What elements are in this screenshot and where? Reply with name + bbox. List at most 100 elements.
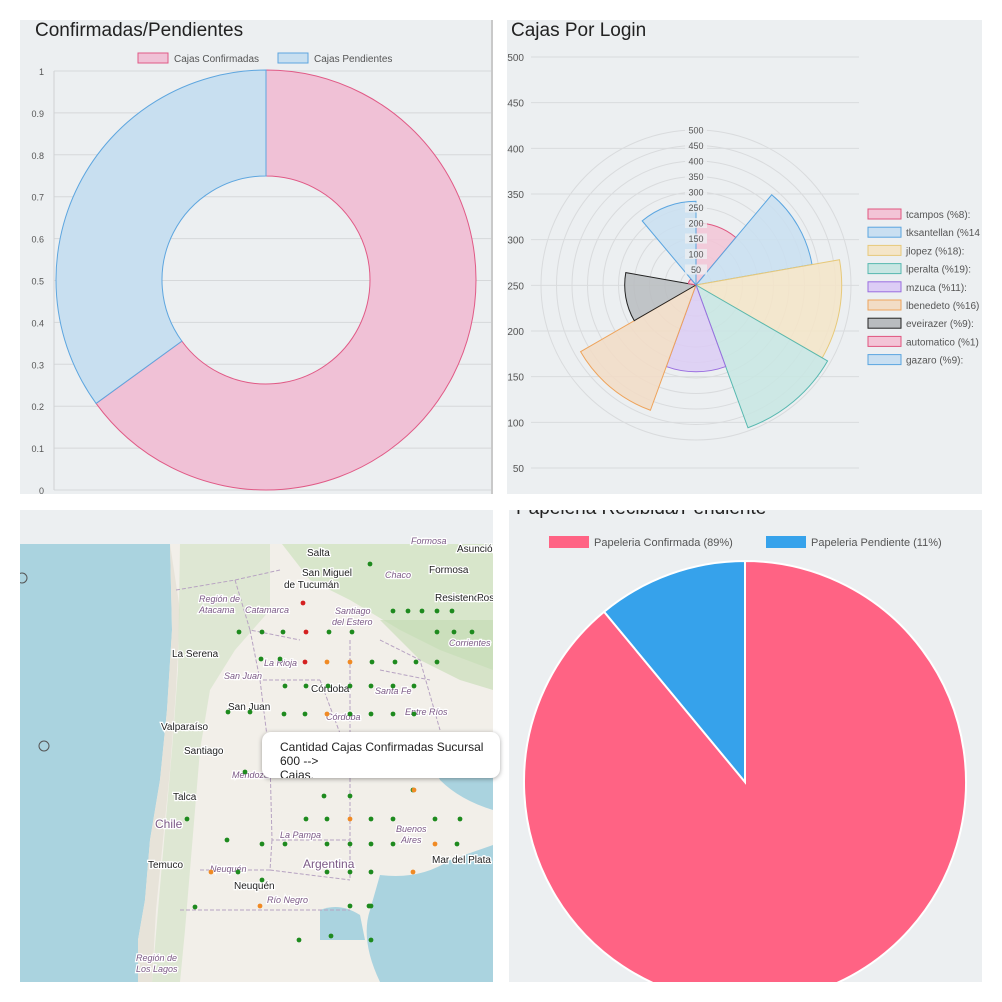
- branch-marker: [347, 683, 353, 689]
- branch-marker: [247, 709, 253, 715]
- doughnut-chart: 0 0.1 0.2 0.3 0.4 0.5 0.6 0.7 0.8 0.9 1 Cajas Confi…: [31, 52, 491, 494]
- branch-marker: [434, 659, 440, 665]
- map-label: Región de: [136, 953, 177, 963]
- map-label: Pos: [477, 593, 493, 604]
- branch-marker: [411, 711, 417, 717]
- polar-tick-backdrop: [685, 140, 707, 151]
- map-label: Resistencia: [435, 593, 487, 604]
- branch-marker: [405, 608, 411, 614]
- branch-marker: [411, 683, 417, 689]
- branch-marker: [324, 841, 330, 847]
- litoral-forest: [380, 620, 493, 690]
- doughnut-y-tick: 0.1: [31, 444, 44, 454]
- polar-r-tick: 150: [688, 234, 703, 244]
- polar-legend-label: gazaro (%9):: [906, 356, 963, 367]
- doughnut-legend-swatch: [137, 52, 169, 64]
- branch-marker: [328, 933, 334, 939]
- polar-tick-backdrop: [685, 264, 707, 275]
- branch-marker: [302, 659, 308, 665]
- branch-marker: [368, 937, 374, 943]
- map-label: Neuquén: [210, 864, 247, 874]
- map-label: Catamarca: [245, 605, 289, 615]
- polar-legend-label: tksantellan (%14: [906, 228, 980, 239]
- polar-bg-y-tick: 500: [507, 53, 524, 64]
- pie-legend-label: Papeleria Pendiente (11%): [811, 537, 942, 549]
- branch-marker: [303, 683, 309, 689]
- branch-marker: [347, 711, 353, 717]
- polar-legend-label: eveirazer (%9):: [906, 319, 974, 330]
- province-border: [379, 639, 441, 731]
- pie-legend-label: Papeleria Confirmada (89%): [594, 537, 733, 549]
- branch-marker: [449, 608, 455, 614]
- doughnut-y-tick: 0.2: [31, 402, 44, 412]
- branch-marker: [347, 659, 353, 665]
- polar-legend-swatch: [867, 335, 902, 347]
- branch-marker: [349, 629, 355, 635]
- doughnut-legend-label: Cajas Confirmadas: [174, 54, 259, 65]
- map-label: Valparaíso: [161, 722, 209, 733]
- branch-marker: [324, 816, 330, 822]
- branch-marker: [302, 711, 308, 717]
- polar-tick-backdrop: [685, 187, 707, 197]
- map-label: Argentina: [303, 857, 355, 871]
- chile-strip: [138, 544, 180, 982]
- map-label: Santiago: [335, 606, 371, 616]
- polar-r-tick: 100: [688, 250, 703, 260]
- branch-marker: [392, 659, 398, 665]
- pie-panel: Papeleria Recibida/Pendiente Papeleria C…: [509, 510, 982, 982]
- polar-panel: Cajas Por Login 50 100 150 200 250 300 350 400 4…: [507, 20, 982, 494]
- polar-tick-backdrop: [685, 156, 707, 166]
- polar-sector: [579, 283, 697, 411]
- map-label: Mendoza: [232, 770, 269, 780]
- polar-bg-y-tick: 450: [507, 99, 524, 110]
- polar-legend-swatch: [867, 281, 902, 293]
- polar-sector: [694, 259, 843, 359]
- branch-marker: [390, 683, 396, 689]
- branch-marker: [280, 629, 286, 635]
- polar-sector: [624, 272, 698, 322]
- polar-legend-label: automatico (%1): [906, 337, 979, 348]
- polar-legend-swatch: [867, 299, 902, 311]
- branch-marker: [390, 841, 396, 847]
- map-label: San Juan: [224, 671, 262, 681]
- map-label: Aires: [400, 835, 422, 845]
- map-label: del Estero: [332, 617, 373, 627]
- branch-marker: [347, 793, 353, 799]
- branch-marker: [296, 937, 302, 943]
- branch-marker: [347, 869, 353, 875]
- branch-marker: [303, 816, 309, 822]
- polar-bg-y-tick: 250: [507, 281, 524, 292]
- doughnut-y-tick: 0.9: [31, 109, 44, 119]
- branch-marker: [236, 629, 242, 635]
- branch-marker: [281, 711, 287, 717]
- polar-sector: [694, 194, 813, 286]
- polar-tick-backdrop: [685, 171, 707, 182]
- branch-marker: [413, 659, 419, 665]
- polar-legend-swatch: [867, 317, 902, 329]
- map-label: Región de: [199, 594, 240, 604]
- polar-sector: [695, 283, 829, 429]
- map-label: San Juan: [228, 702, 270, 713]
- branch-marker: [326, 629, 332, 635]
- pie-legend-swatch: [549, 536, 589, 548]
- map-label: Temuco: [148, 860, 183, 871]
- atlantic-coast: [366, 845, 493, 982]
- polar-r-tick: 200: [688, 219, 703, 229]
- polar-legend-swatch: [867, 208, 902, 220]
- branch-marker: [235, 869, 241, 875]
- branch-marker: [242, 769, 248, 775]
- pie-title: Papeleria Recibida/Pendiente: [516, 510, 766, 520]
- polar-legend-swatch: [867, 354, 902, 366]
- panel-divider: [491, 20, 493, 494]
- polar-area-chart: 50 100 150 200 250 300 350 400 450 500 50 100 150 200…: [507, 53, 980, 475]
- branch-marker: [347, 841, 353, 847]
- branch-marker: [347, 903, 353, 909]
- map-label: Asunción: [457, 544, 493, 555]
- map-label: La Rioja: [264, 658, 297, 668]
- map-label: Los Lagos: [136, 964, 178, 974]
- branch-marker: [192, 904, 198, 910]
- branch-marker: [369, 659, 375, 665]
- map-label: Formosa: [429, 565, 469, 576]
- doughnut-y-tick: 0.8: [31, 151, 44, 161]
- branch-marker: [208, 869, 214, 875]
